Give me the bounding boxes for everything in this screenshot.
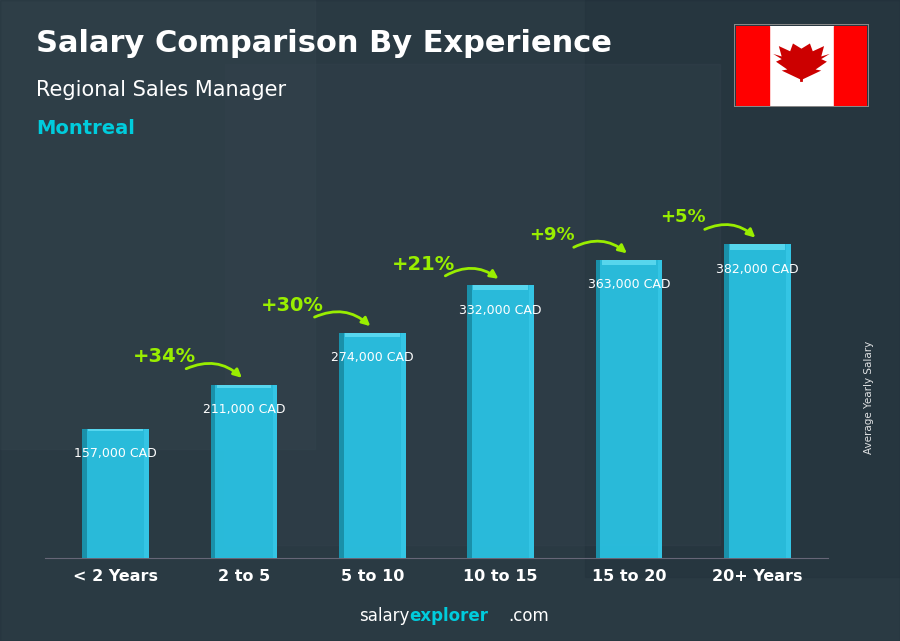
Text: +21%: +21% <box>392 254 455 274</box>
Text: 382,000 CAD: 382,000 CAD <box>716 263 798 276</box>
Bar <box>0 0 315 449</box>
Bar <box>82 429 149 558</box>
Text: 363,000 CAD: 363,000 CAD <box>588 278 670 291</box>
Text: Average Yearly Salary: Average Yearly Salary <box>863 341 874 454</box>
Bar <box>602 260 656 265</box>
Bar <box>345 333 400 337</box>
Bar <box>144 429 149 558</box>
Bar <box>211 385 277 558</box>
Bar <box>339 333 344 558</box>
Text: explorer: explorer <box>410 607 489 625</box>
Bar <box>736 26 769 106</box>
Bar <box>467 285 534 558</box>
Bar <box>658 260 662 558</box>
Bar <box>273 385 277 558</box>
Bar <box>529 285 534 558</box>
Bar <box>585 0 900 577</box>
Text: +34%: +34% <box>133 347 196 366</box>
Text: Regional Sales Manager: Regional Sales Manager <box>36 80 286 100</box>
Bar <box>467 285 472 558</box>
PathPatch shape <box>773 44 830 80</box>
Bar <box>217 385 271 388</box>
Text: Salary Comparison By Experience: Salary Comparison By Experience <box>36 29 612 58</box>
Bar <box>225 64 720 545</box>
Text: 332,000 CAD: 332,000 CAD <box>459 303 542 317</box>
Bar <box>339 333 406 558</box>
Bar <box>82 429 87 558</box>
Text: +30%: +30% <box>261 296 324 315</box>
Text: .com: .com <box>508 607 549 625</box>
Bar <box>724 244 729 558</box>
Bar <box>596 260 600 558</box>
Bar <box>834 26 867 106</box>
Bar <box>88 429 143 431</box>
Text: 211,000 CAD: 211,000 CAD <box>202 403 285 416</box>
Text: Montreal: Montreal <box>36 119 135 138</box>
Bar <box>401 333 406 558</box>
Text: salary: salary <box>359 607 410 625</box>
Bar <box>211 385 215 558</box>
Bar <box>730 244 785 250</box>
Text: +9%: +9% <box>529 226 575 244</box>
Bar <box>473 285 528 290</box>
Text: 274,000 CAD: 274,000 CAD <box>331 351 414 364</box>
Text: 157,000 CAD: 157,000 CAD <box>74 447 157 460</box>
Bar <box>596 260 662 558</box>
Bar <box>724 244 791 558</box>
Bar <box>786 244 791 558</box>
Text: +5%: +5% <box>660 208 706 226</box>
